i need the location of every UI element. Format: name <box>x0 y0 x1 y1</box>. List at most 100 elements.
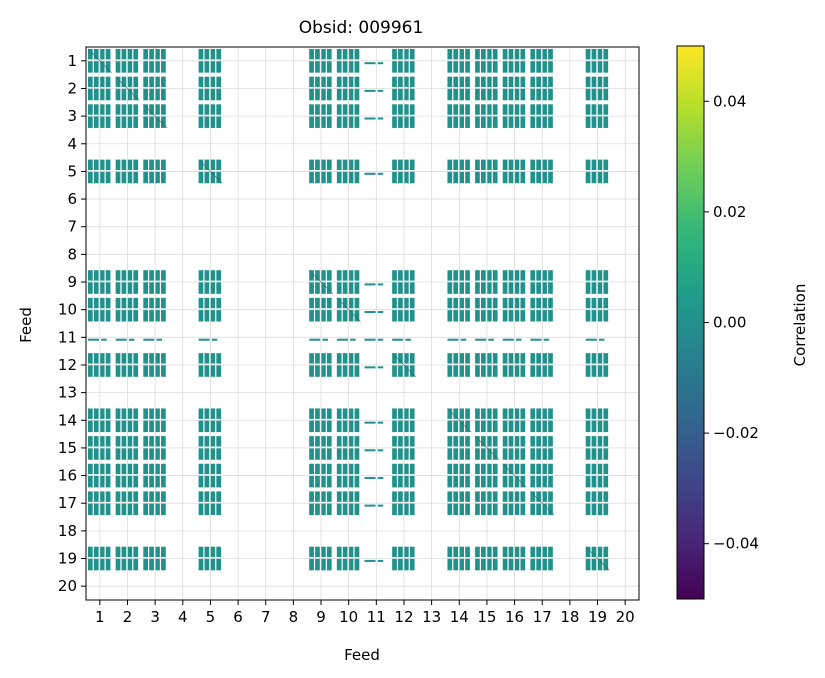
heatmap-cell <box>143 338 163 341</box>
cell-fragment <box>392 338 404 341</box>
colorbar-tick-label: 0.02 <box>713 203 746 221</box>
heatmap-cell <box>585 338 605 341</box>
heatmap-cell <box>392 338 411 341</box>
cell-fragment <box>88 338 100 341</box>
diagonal-line <box>336 297 361 322</box>
heatmap-cell <box>502 338 522 341</box>
diagonal-line <box>198 159 223 184</box>
cell-fragment <box>377 449 384 452</box>
cell-fragment <box>543 338 550 341</box>
heatmap-cell <box>309 338 328 341</box>
cell-fragment <box>377 62 384 65</box>
x-tick-label: 17 <box>533 608 552 626</box>
heatmap-cell <box>88 338 107 341</box>
colorbar-tick-label: −0.02 <box>713 424 759 442</box>
cell-fragment <box>377 283 384 286</box>
cell-fragment <box>377 89 384 92</box>
y-tick-label: 5 <box>67 162 77 180</box>
cell-fragment <box>211 338 218 341</box>
cell-fragment <box>364 62 376 65</box>
x-tick-label: 2 <box>123 608 133 626</box>
heatmap-cell <box>115 338 135 341</box>
cell-fragment <box>460 338 467 341</box>
cell-fragment <box>364 449 376 452</box>
x-axis-label: Feed <box>344 646 380 664</box>
heatmap-cell <box>475 338 494 341</box>
y-tick-label: 15 <box>58 439 77 457</box>
cell-fragment <box>488 338 494 341</box>
heatmap-cell <box>336 338 356 341</box>
heatmap-cell <box>530 338 550 341</box>
cell-fragment <box>447 338 459 341</box>
diagonal-line <box>143 104 168 129</box>
cell-fragment <box>377 338 384 341</box>
cell-fragment <box>364 172 376 175</box>
cell-fragment <box>530 338 542 341</box>
cell-fragment <box>143 338 155 341</box>
x-tick-label: 20 <box>616 608 635 626</box>
diagonal-markers <box>87 48 610 571</box>
y-tick-label: 1 <box>67 52 77 70</box>
cell-fragment <box>377 559 384 562</box>
cell-fragment <box>364 283 376 286</box>
y-tick-label: 16 <box>58 467 77 485</box>
x-axis-ticks: 1 2 3 4 5 6 7 8 9 10 11 12 13 14 15 16 17 18 19 20 <box>95 600 635 626</box>
diagonal-line <box>585 546 610 571</box>
cell-fragment <box>475 338 487 341</box>
heatmap-cell <box>198 338 218 341</box>
heatmap-cell <box>364 421 384 424</box>
y-tick-label: 3 <box>67 107 77 125</box>
cell-fragment <box>322 338 328 341</box>
diagonal-line <box>530 491 555 516</box>
heatmap-cell <box>364 449 384 452</box>
diagonal-line <box>87 48 112 73</box>
y-tick-label: 9 <box>67 273 77 291</box>
cell-fragment <box>309 338 321 341</box>
x-tick-label: 7 <box>261 608 271 626</box>
x-tick-label: 18 <box>560 608 579 626</box>
heatmap-cell <box>364 559 384 562</box>
y-axis-label: Feed <box>17 307 35 343</box>
y-tick-label: 13 <box>58 384 77 402</box>
cell-fragment <box>377 476 384 479</box>
colorbar-ticks: 0.04 0.02 0.00 −0.02 −0.04 <box>704 92 759 553</box>
x-tick-label: 13 <box>422 608 441 626</box>
cell-fragment <box>515 338 522 341</box>
x-tick-label: 16 <box>505 608 524 626</box>
y-tick-label: 18 <box>58 522 77 540</box>
cell-fragment <box>101 338 107 341</box>
cell-fragment <box>502 338 514 341</box>
heatmap-cell <box>364 504 384 507</box>
x-tick-label: 5 <box>206 608 216 626</box>
cell-fragment <box>405 338 411 341</box>
diagonal-line <box>308 269 334 295</box>
cell-fragment <box>377 172 384 175</box>
cell-fragment <box>364 366 376 369</box>
diagonal-line <box>502 463 527 488</box>
cell-fragment <box>364 89 376 92</box>
plot-frame <box>85 46 640 601</box>
x-tick-label: 12 <box>394 608 413 626</box>
diagonal-line <box>447 408 472 433</box>
heatmap-cell <box>364 338 384 341</box>
colorbar-gradient <box>677 46 704 599</box>
heatmap-cell <box>364 476 384 479</box>
colorbar-tick-label: −0.04 <box>713 535 759 553</box>
plot-background <box>86 47 639 600</box>
heatmap-axes: 1 2 3 4 5 6 7 8 9 10 11 12 13 14 15 16 17 18 19 20 12345678… <box>58 46 640 626</box>
cell-fragment <box>364 559 376 562</box>
cell-fragment <box>364 311 376 314</box>
cell-fragment <box>336 338 348 341</box>
cell-fragment <box>598 338 605 341</box>
colorbar-tick-label: 0.00 <box>713 314 746 332</box>
y-tick-label: 6 <box>67 190 77 208</box>
y-tick-label: 14 <box>58 411 77 429</box>
y-tick-label: 2 <box>67 79 77 97</box>
cell-fragment <box>377 366 384 369</box>
cell-fragment <box>128 338 135 341</box>
heatmap-cell <box>364 89 384 92</box>
x-tick-label: 8 <box>289 608 299 626</box>
x-tick-label: 14 <box>450 608 469 626</box>
